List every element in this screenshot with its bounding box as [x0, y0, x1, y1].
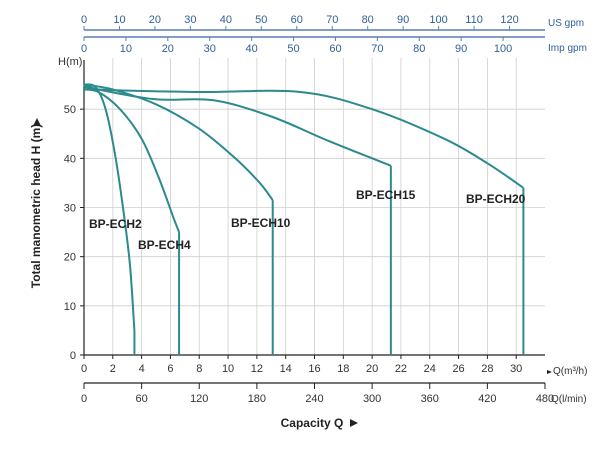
- x-tick-label-lmin: 120: [190, 393, 208, 405]
- x-tick-label-usgpm: 110: [465, 14, 483, 26]
- x-tick-label-m3h: 22: [395, 363, 407, 375]
- y-unit-label: H(m): [58, 56, 82, 68]
- y-tick-label: 40: [64, 153, 76, 165]
- x-tick-label-usgpm: 40: [220, 14, 232, 26]
- x-tick-label-usgpm: 90: [397, 14, 409, 26]
- x-tick-label-lmin: 240: [305, 393, 323, 405]
- y-tick-label: 0: [70, 350, 76, 362]
- y-tick-label: 50: [64, 104, 76, 116]
- y-axis-title: Total manometric head H (m): [29, 124, 43, 288]
- l-min-unit: Q(l/min): [551, 394, 587, 405]
- series-curve-bp-ech4: [83, 88, 181, 233]
- x-tick-label-usgpm: 80: [362, 14, 374, 26]
- x-tick-label-m3h: 10: [222, 363, 234, 375]
- x-tick-label-impgpm: 80: [413, 43, 425, 55]
- x-tick-label-impgpm: 60: [329, 43, 341, 55]
- m3h-unit: Q(m³/h): [553, 366, 587, 377]
- x-tick-label-usgpm: 120: [500, 14, 518, 26]
- x-tick-label-m3h: 8: [196, 363, 202, 375]
- us-gpm-unit: US gpm: [548, 18, 584, 29]
- x-tick-label-m3h: 6: [167, 363, 173, 375]
- series-label-bp-ech2: BP-ECH2: [89, 217, 142, 231]
- x-tick-label-impgpm: 10: [120, 43, 132, 55]
- series: [83, 83, 525, 355]
- x-tick-label-usgpm: 100: [429, 14, 447, 26]
- y-tick-label: 10: [64, 301, 76, 313]
- x-tick-label-usgpm: 50: [255, 14, 267, 26]
- x-tick-label-impgpm: 50: [287, 43, 299, 55]
- x-tick-label-lmin: 60: [136, 393, 148, 405]
- imp-gpm-unit: Imp gpm: [548, 43, 587, 54]
- x-tick-label-m3h: 30: [510, 363, 522, 375]
- series-label-bp-ech20: BP-ECH20: [466, 192, 526, 206]
- x-tick-label-impgpm: 20: [162, 43, 174, 55]
- series-curve-bp-ech20: [83, 83, 524, 189]
- x-tick-label-m3h: 12: [251, 363, 263, 375]
- x-tick-label-usgpm: 20: [149, 14, 161, 26]
- x-tick-label-m3h: 26: [452, 363, 464, 375]
- x-tick-label-m3h: 4: [139, 363, 145, 375]
- y-tick-label: 20: [64, 252, 76, 264]
- x-tick-label-m3h: 0: [81, 363, 87, 375]
- x-tick-label-impgpm: 30: [204, 43, 216, 55]
- x-tick-label-m3h: 28: [481, 363, 493, 375]
- x-tick-label-usgpm: 30: [184, 14, 196, 26]
- x-tick-label-usgpm: 60: [291, 14, 303, 26]
- x-tick-label-impgpm: 100: [494, 43, 512, 55]
- x-tick-label-impgpm: 70: [371, 43, 383, 55]
- x-tick-label-m3h: 16: [308, 363, 320, 375]
- x-tick-label-m3h: 14: [280, 363, 292, 375]
- x-tick-label-impgpm: 40: [246, 43, 258, 55]
- x-tick-label-usgpm: 10: [113, 14, 125, 26]
- x-tick-label-m3h: 24: [424, 363, 436, 375]
- x-tick-label-usgpm: 70: [326, 14, 338, 26]
- x-tick-label-m3h: 20: [366, 363, 378, 375]
- x-tick-label-m3h: 18: [337, 363, 349, 375]
- x-tick-label-lmin: 180: [248, 393, 266, 405]
- x-tick-label-impgpm: 0: [81, 43, 87, 55]
- x-tick-label-m3h: 2: [110, 363, 116, 375]
- x-axis-arrow-icon: [350, 419, 358, 427]
- x-tick-label-usgpm: 0: [81, 14, 87, 26]
- x-axis-title: Capacity Q: [281, 416, 344, 430]
- grid: [84, 58, 545, 355]
- y-axis-arrow-icon: [33, 118, 41, 126]
- m3h-arrow-icon: [547, 370, 552, 374]
- x-tick-label-lmin: 0: [81, 393, 87, 405]
- x-tick-label-lmin: 480: [536, 393, 554, 405]
- series-label-bp-ech4: BP-ECH4: [138, 238, 191, 252]
- series-label-bp-ech15: BP-ECH15: [356, 188, 416, 202]
- series-label-bp-ech10: BP-ECH10: [231, 216, 291, 230]
- x-tick-label-impgpm: 90: [455, 43, 467, 55]
- x-tick-label-lmin: 360: [421, 393, 439, 405]
- x-tick-label-lmin: 420: [478, 393, 496, 405]
- x-tick-label-lmin: 300: [363, 393, 381, 405]
- y-tick-label: 30: [64, 203, 76, 215]
